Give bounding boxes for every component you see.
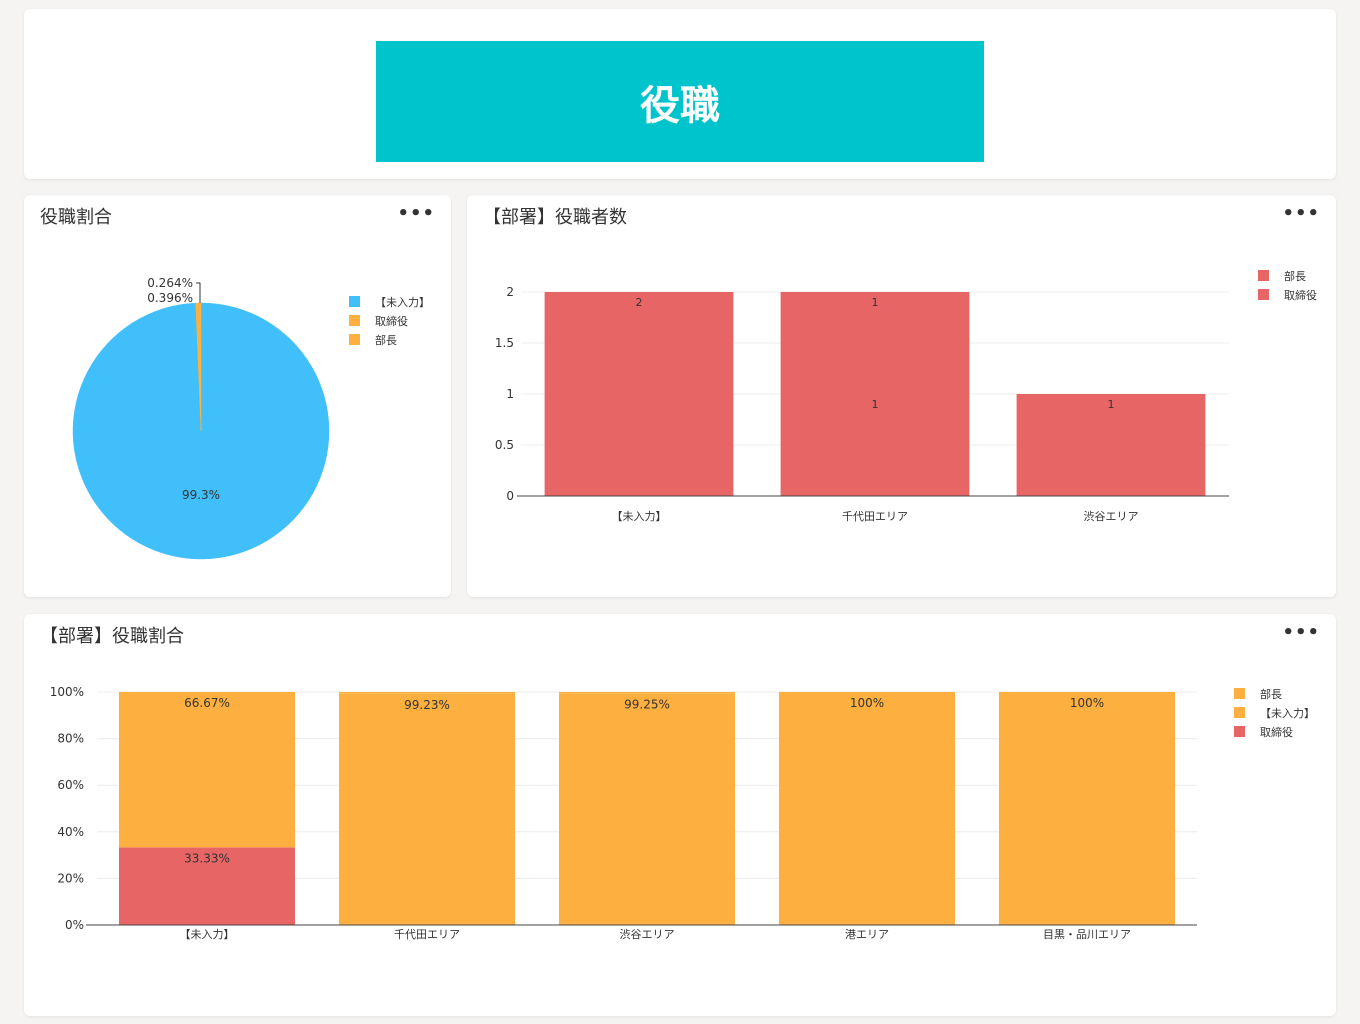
bar-card-title: 【部署】役職者数 xyxy=(483,207,627,228)
bar-ytick-label: 0.5 xyxy=(495,438,514,452)
stack-bar-1-0[interactable] xyxy=(119,692,295,848)
pie-legend-label-2[interactable]: 部長 xyxy=(375,333,397,347)
stack-value-label: 99.25% xyxy=(624,698,670,712)
bar-value-label: 1 xyxy=(872,296,879,309)
pie-label-0: 99.3% xyxy=(182,488,220,502)
stack-category-label: 目黒・品川エリア xyxy=(1043,928,1131,941)
bar-category-label: 渋谷エリア xyxy=(1084,510,1139,523)
bar-ytick-label: 1 xyxy=(506,387,514,401)
title-banner: 役職 xyxy=(376,41,984,162)
stacked-percent-chart: 0% 20% 40% 60% 80% 100% 33.33% 66.67% 【未入力】 99.23… xyxy=(50,685,1315,941)
pie-leader-line xyxy=(196,282,201,303)
pie-legend-swatch-2[interactable] xyxy=(349,334,360,345)
stack-legend-label-2[interactable]: 取締役 xyxy=(1260,725,1293,739)
stack-bar-1-1[interactable] xyxy=(339,693,515,925)
pie-legend-label-0[interactable]: 【未入力】 xyxy=(375,296,430,309)
stack-value-label: 33.33% xyxy=(184,851,230,865)
bar-value-label: 2 xyxy=(636,296,643,309)
pie-label-1: 0.396% xyxy=(147,291,193,305)
pie-card: 役職割合 ••• 99.3% 0.264% 0.396% 【未入力】取締役部長 xyxy=(24,195,451,597)
stack-category-label: 港エリア xyxy=(845,928,889,941)
stack-card: 【部署】役職割合 ••• 0% 20% 40% 60% 80% 100% 33.33% 66.… xyxy=(24,614,1336,1016)
stack-legend-swatch-2[interactable] xyxy=(1234,726,1245,737)
stack-bar-2-1[interactable] xyxy=(339,692,515,694)
pie-card-menu-button[interactable]: ••• xyxy=(397,203,435,224)
stack-bar-1-2[interactable] xyxy=(559,693,735,925)
stack-bar-1-4[interactable] xyxy=(999,692,1175,925)
bar-legend-label-1[interactable]: 取締役 xyxy=(1284,288,1317,302)
bar-card: 【部署】役職者数 ••• 0 0.5 1 1.5 2 2 【未入力】 1 1 千代田エリア 1 渋谷エ… xyxy=(467,195,1336,597)
stack-category-label: 千代田エリア xyxy=(394,928,460,941)
bar-0-1[interactable] xyxy=(780,394,970,496)
bar-ytick-label: 0 xyxy=(506,489,514,503)
stack-bar-0-0[interactable] xyxy=(119,847,295,925)
bar-1-0[interactable] xyxy=(544,292,734,496)
bar-1-1[interactable] xyxy=(780,292,970,394)
stack-legend-label-1[interactable]: 【未入力】 xyxy=(1260,707,1315,720)
stack-bar-1-3[interactable] xyxy=(779,692,955,925)
pie-legend-swatch-1[interactable] xyxy=(349,315,360,326)
stack-ytick-label: 80% xyxy=(57,732,84,746)
bar-legend-swatch-0[interactable] xyxy=(1258,270,1269,281)
pie-label-2: 0.264% xyxy=(147,276,193,290)
bar-category-label: 千代田エリア xyxy=(842,510,908,523)
stack-value-label: 100% xyxy=(1070,696,1104,710)
bar-value-label: 1 xyxy=(872,398,879,411)
page-title: 役職 xyxy=(640,82,720,129)
bar-category-label: 【未入力】 xyxy=(612,510,667,523)
stack-ytick-label: 100% xyxy=(50,685,84,699)
pie-slice-2[interactable] xyxy=(198,302,202,432)
stack-value-label: 99.23% xyxy=(404,698,450,712)
stack-ytick-label: 60% xyxy=(57,778,84,792)
pie-card-title: 役職割合 xyxy=(40,207,112,228)
bar-ytick-label: 2 xyxy=(506,285,514,299)
stack-value-label: 100% xyxy=(850,696,884,710)
stack-legend-swatch-0[interactable] xyxy=(1234,688,1245,699)
bar-ytick-label: 1.5 xyxy=(495,336,514,350)
pie-legend-swatch-0[interactable] xyxy=(349,296,360,307)
stack-ytick-label: 20% xyxy=(57,871,84,885)
stack-ytick-label: 0% xyxy=(65,918,84,932)
bar-card-menu-button[interactable]: ••• xyxy=(1282,203,1320,224)
stack-category-label: 【未入力】 xyxy=(180,928,235,941)
bar-1-2[interactable] xyxy=(1016,394,1206,496)
stack-legend-label-0[interactable]: 部長 xyxy=(1260,687,1282,701)
bar-legend-label-0[interactable]: 部長 xyxy=(1284,269,1306,283)
bar-legend-swatch-1[interactable] xyxy=(1258,289,1269,300)
stack-bar-2-2[interactable] xyxy=(559,692,735,694)
stack-card-title: 【部署】役職割合 xyxy=(40,626,184,647)
pie-legend-label-1[interactable]: 取締役 xyxy=(375,314,408,328)
header-card: 役職 xyxy=(24,9,1336,179)
stack-value-label: 66.67% xyxy=(184,696,230,710)
bar-value-label: 1 xyxy=(1108,398,1115,411)
stack-legend-swatch-1[interactable] xyxy=(1234,707,1245,718)
stack-category-label: 渋谷エリア xyxy=(620,928,675,941)
stack-ytick-label: 40% xyxy=(57,825,84,839)
stack-card-menu-button[interactable]: ••• xyxy=(1282,622,1320,643)
